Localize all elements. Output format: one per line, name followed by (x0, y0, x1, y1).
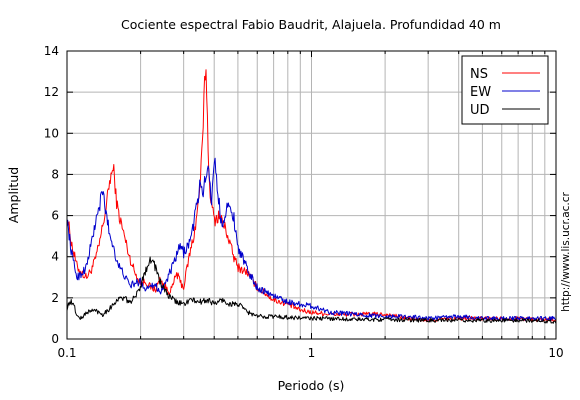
x-tick-label: 0.1 (57, 346, 76, 360)
axis-ticks: 0 2 4 6 8 10 12 14 0.1 1 10 (44, 44, 564, 360)
x-tick-label: 10 (548, 346, 563, 360)
y-tick-label: 12 (44, 85, 59, 99)
source-url: http://www.lis.ucr.ac.cr (560, 191, 572, 311)
chart-title: Cociente espectral Fabio Baudrit, Alajue… (121, 17, 501, 32)
y-tick-label: 2 (51, 291, 59, 305)
x-tick-label: 1 (308, 346, 316, 360)
y-tick-label: 14 (44, 44, 59, 58)
legend: NS EW UD (461, 55, 549, 125)
x-axis-label: Periodo (s) (278, 378, 345, 393)
series-line-ud (66, 256, 557, 324)
legend-label-ns: NS (470, 67, 488, 82)
y-tick-label: 4 (51, 250, 59, 264)
y-tick-label: 6 (51, 209, 59, 223)
series-line-ew (66, 157, 557, 321)
y-tick-label: 8 (51, 167, 59, 181)
y-tick-label: 10 (44, 126, 59, 140)
series-line-ns (66, 69, 557, 323)
legend-label-ew: EW (470, 85, 491, 100)
series-lines (66, 69, 557, 324)
y-tick-label: 0 (51, 332, 59, 346)
legend-label-ud: UD (470, 103, 490, 118)
legend-box (461, 55, 549, 125)
y-axis-label: Amplitud (6, 167, 21, 223)
